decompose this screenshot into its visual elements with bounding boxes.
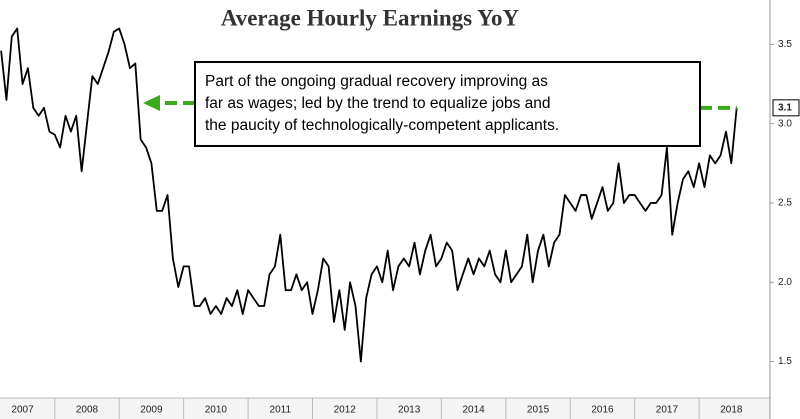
x-tick-label: 2010 [205,405,228,416]
y-tick-label: 2.0 [778,277,792,288]
x-tick-label: 2015 [527,405,550,416]
y-tick-label: 3.0 [778,118,792,129]
x-tick-label: 2014 [462,405,485,416]
series-line [0,27,738,363]
y-tick-label: 1.5 [778,356,792,367]
last-value-box [772,99,800,117]
x-tick-label: 2011 [270,405,292,416]
annotation-box [194,61,701,147]
x-tick-label: 2017 [656,405,679,416]
x-tick-label: 2013 [398,405,421,416]
x-axis-band [0,398,770,419]
annotation-line: far as wages; led by the trend to equali… [205,95,551,112]
y-tick-label: 2.5 [778,198,792,209]
annotation-line: the paucity of technologically-competent… [205,117,559,134]
last-value-label: 3.1 [778,102,792,113]
y-tick-label: 3.5 [778,39,792,50]
chart-title: Average Hourly Earnings YoY [221,5,520,30]
annotation-line: Part of the ongoing gradual recovery imp… [205,73,548,90]
x-tick-label: 2018 [720,405,743,416]
arrow-head [143,95,160,111]
x-tick-label: 2009 [140,405,163,416]
x-tick-label: 2007 [11,405,34,416]
x-tick-label: 2008 [76,405,99,416]
x-tick-label: 2016 [591,405,614,416]
x-tick-label: 2012 [334,405,357,416]
